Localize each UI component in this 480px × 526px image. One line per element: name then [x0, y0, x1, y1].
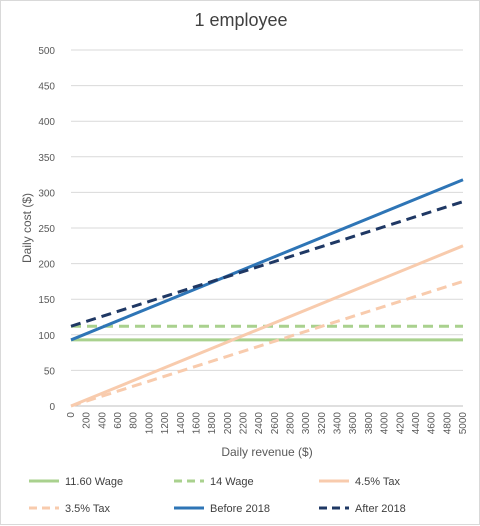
y-tick-label: 350: [38, 153, 55, 164]
x-tick-label: 3800: [364, 412, 375, 435]
x-tick-label: 4800: [442, 412, 453, 435]
x-tick-label: 4600: [427, 412, 438, 435]
series-line-after-2018: [70, 200, 464, 328]
y-tick-label: 300: [38, 188, 55, 199]
series-line-before-2018: [70, 178, 464, 342]
series-line-4-5-tax: [70, 244, 464, 408]
y-tick-label: 500: [38, 46, 55, 57]
x-tick-label: 3400: [333, 412, 344, 435]
y-tick-label: 450: [38, 82, 55, 93]
y-tick-label: 0: [49, 402, 55, 413]
x-tick-label: 600: [113, 412, 124, 429]
y-tick-labels: 0 50 100 150 200 250 300 350 400 450 500: [38, 46, 55, 413]
x-tick-label: 3200: [317, 412, 328, 435]
y-tick-label: 150: [38, 295, 55, 306]
x-tick-label: 4200: [395, 412, 406, 435]
y-axis-label: Daily cost ($): [20, 193, 34, 263]
y-tick-label: 400: [38, 117, 55, 128]
x-tick-label: 2200: [238, 412, 249, 435]
x-tick-label: 2400: [254, 412, 265, 435]
x-tick-label: 400: [97, 412, 108, 429]
legend-label: 11.60 Wage: [65, 476, 123, 488]
x-tick-label: 4400: [411, 412, 422, 435]
x-tick-label: 200: [82, 412, 93, 429]
x-tick-label: 800: [129, 412, 140, 429]
legend-label: Before 2018: [210, 503, 270, 515]
x-tick-label: 1400: [176, 412, 187, 435]
y-tick-label: 200: [38, 260, 55, 271]
legend-label: 14 Wage: [210, 476, 254, 488]
x-tick-labels: 0 200 400 600 800 1000 1200 1400 1600 1800 2000 220…: [66, 412, 469, 435]
y-tick-label: 250: [38, 224, 55, 235]
legend: 11.60 Wage 14 Wage 4.5% Tax 3.5% Tax Before …: [29, 476, 406, 515]
chart-title: 1 employee: [194, 10, 288, 30]
x-tick-label: 2800: [286, 412, 297, 435]
legend-label: 3.5% Tax: [65, 503, 111, 515]
x-tick-label: 3600: [348, 412, 359, 435]
x-tick-label: 1800: [207, 412, 218, 435]
x-tick-label: 0: [66, 412, 77, 418]
x-tick-label: 5000: [458, 412, 469, 435]
x-tick-label: 1600: [191, 412, 202, 435]
x-tick-label: 2600: [270, 412, 281, 435]
series-line-3-5-tax: [70, 279, 464, 408]
x-tick-label: 2000: [223, 412, 234, 435]
x-tick-label: 4000: [380, 412, 391, 435]
y-tick-label: 100: [38, 331, 55, 342]
legend-label: 4.5% Tax: [355, 476, 401, 488]
x-tick-label: 3000: [301, 412, 312, 435]
gridlines: [71, 49, 463, 407]
x-axis-label: Daily revenue ($): [221, 445, 312, 459]
series-lines: [70, 178, 464, 408]
x-tick-label: 1200: [160, 412, 171, 435]
y-tick-label: 50: [44, 366, 56, 377]
x-tick-label: 1000: [144, 412, 155, 435]
legend-label: After 2018: [355, 503, 406, 515]
